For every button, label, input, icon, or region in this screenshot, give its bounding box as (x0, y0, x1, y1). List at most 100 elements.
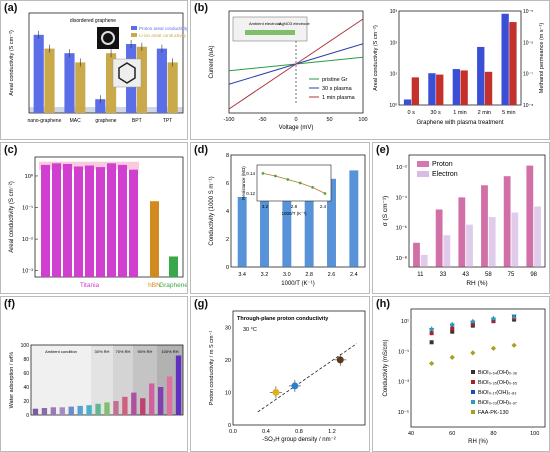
y-tick-label-right: 10⁻⁷ (523, 72, 533, 78)
panel-a: (a) Areal conductivity (S cm⁻²) disordere… (0, 0, 188, 140)
bar (166, 376, 173, 415)
x-axis-label: RH (%) (466, 280, 487, 287)
x-axis-label: -SO₃H group density / nm⁻² (262, 437, 336, 443)
x-tick-label: MAC (70, 118, 82, 124)
y-axis-label: Conductivity (1000 S m⁻¹) (209, 176, 215, 245)
chart-g: Proton conductivity / m S cm⁻¹ -SO₃H grou… (209, 310, 366, 443)
chart-d: Conductivity (1000 S m⁻¹) 1000/T (K⁻¹) 0 2 4… (209, 153, 366, 287)
x-tick-label: -100 (223, 117, 234, 123)
y-tick-label: 100 (21, 343, 30, 349)
data-point (511, 342, 517, 348)
y-tick-label: 0 (226, 265, 229, 271)
y-axis-label: σ (S cm⁻¹) (382, 196, 389, 227)
bar (534, 206, 541, 267)
x-axis-label: Voltage (mV) (279, 125, 314, 131)
x-tick-label: TPT (163, 118, 172, 124)
x-axis-label: 1000/T (K⁻¹) (281, 281, 314, 287)
data-point (449, 354, 455, 361)
x-tick-label: 58 (485, 272, 492, 278)
panel-f: (f) Ambient condition 30% RH 70% RH 90% RH 1… (0, 296, 188, 452)
bar (64, 53, 75, 113)
inset-line (262, 172, 326, 194)
bar (136, 46, 147, 114)
data-point (470, 350, 476, 356)
chart-a: Areal conductivity (S cm⁻²) disordered gr… (9, 12, 187, 124)
bar (33, 34, 44, 113)
inset-x-tick: 2.4 (320, 204, 327, 209)
y-tick-label: 60 (23, 371, 29, 377)
y-tick-label: 6 (226, 181, 229, 187)
legend-swatch (131, 33, 137, 37)
x-tick-label: 0.4 (262, 429, 270, 435)
bar (107, 163, 116, 277)
structure-inset (97, 27, 119, 49)
y-tick-label: 10² (390, 40, 398, 46)
region-label: 100% RH (161, 349, 178, 354)
x-tick-label: 11 (417, 272, 424, 278)
x-tick-label: 50 (326, 117, 332, 123)
y-axis-label: Proton conductivity / m S cm⁻¹ (209, 331, 215, 406)
chart-b: Current (nA) Voltage (mV) -100 -50 0 50 100 pri… (209, 9, 545, 131)
y-axis-label: Areal conductivity (S cm⁻²) (9, 181, 15, 253)
inset-y-tick: 0.12 (246, 191, 255, 196)
legend-entry: Electron (432, 171, 458, 178)
y-axis-label-right: Methanol permeance (m s⁻¹) (539, 23, 545, 94)
chart-c: Areal conductivity (S cm⁻²) 10⁻³ 10⁻² 10⁻¹ 1… (9, 156, 187, 289)
legend-swatch (471, 390, 475, 394)
legend-entry: Li-ion areal conductivity (139, 33, 187, 38)
x-tick-label: 2 min (478, 110, 491, 116)
bar (96, 167, 105, 277)
inset-x-label: 1000/T (K⁻¹) (281, 211, 307, 216)
region-label: 30% RH (95, 349, 110, 354)
data-point (450, 329, 455, 334)
data-point (429, 360, 435, 367)
bar (104, 402, 110, 415)
chart-e: σ (S cm⁻¹) RH (%) 10⁻⁸ 10⁻⁶ 10⁻⁴ 10⁻² Proton El… (382, 154, 546, 287)
region-label: Ambient condition (45, 349, 77, 354)
y-tick-label: 10⁰ (25, 173, 34, 180)
bar (95, 99, 106, 113)
data-point (449, 321, 455, 327)
inset-point (323, 192, 327, 195)
panel-c: (c) Areal conductivity (S cm⁻²) 10⁻³ 10⁻² 1… (0, 142, 188, 294)
region-band (91, 345, 113, 415)
legend-swatch (471, 370, 475, 374)
x-tick-label: 2.6 (328, 272, 336, 278)
x-tick-label: -50 (259, 117, 267, 123)
y-tick-label: 10⁻⁵ (398, 409, 409, 416)
x-tick-label: 100 (530, 431, 539, 437)
bar (169, 256, 178, 277)
x-tick-label: 60 (449, 431, 455, 437)
y-tick-label-right: 10⁻⁸ (523, 103, 533, 109)
schematic-membrane (245, 30, 295, 35)
region-band (31, 345, 91, 415)
region-band (113, 345, 133, 415)
data-point (511, 314, 517, 319)
group-label: hBN (148, 282, 161, 289)
panel-label: (b) (194, 2, 209, 14)
data-point (470, 318, 476, 324)
bar (511, 212, 519, 267)
x-tick-label: 0.0 (229, 429, 237, 435)
data-point (490, 315, 496, 321)
bar (59, 407, 65, 415)
x-tick-label: 2.8 (305, 272, 313, 278)
inset-x-tick: 3.2 (262, 204, 269, 209)
bar (86, 405, 92, 415)
bar (75, 62, 86, 113)
x-tick-label: 2.4 (350, 272, 358, 278)
bar (428, 73, 436, 105)
y-tick-label: 0 (26, 413, 29, 419)
legend-entry: 1 min plasma (322, 95, 356, 101)
inset-frame (256, 164, 332, 202)
x-tick-label: 43 (462, 272, 469, 278)
y-tick-label: 10³ (390, 9, 398, 15)
y-tick-label: 10⁻³ (22, 269, 33, 275)
y-tick-label: 10⁻⁴ (396, 194, 408, 201)
bar (106, 53, 117, 113)
data-point (336, 356, 344, 364)
bar (68, 406, 74, 415)
y-tick-label: 10⁻¹ (22, 206, 33, 212)
bar (32, 408, 39, 415)
plot-frame (228, 10, 364, 114)
